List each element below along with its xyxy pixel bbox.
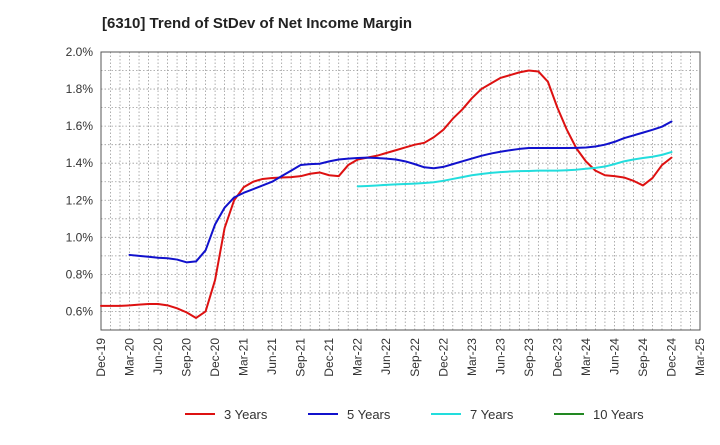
x-tick-label: Jun-21	[265, 338, 279, 375]
grid-lines	[101, 52, 700, 330]
legend-label-10-years: 10 Years	[593, 407, 644, 422]
plot-area	[101, 52, 700, 330]
x-tick-label: Jun-24	[607, 338, 621, 375]
legend-label-3-years: 3 Years	[224, 407, 268, 422]
legend-label-5-years: 5 Years	[347, 407, 391, 422]
y-tick-label: 1.6%	[66, 119, 94, 133]
x-tick-label: Jun-23	[493, 338, 507, 375]
series-lines	[100, 69, 673, 319]
x-tick-label: Mar-21	[237, 338, 251, 376]
y-tick-label: 1.2%	[66, 193, 94, 207]
x-tick-label: Mar-23	[465, 338, 479, 376]
series-line-5-years	[128, 120, 673, 264]
x-tick-label: Dec-22	[436, 338, 450, 377]
x-tick-label: Sep-22	[408, 338, 422, 377]
x-tick-label: Sep-24	[636, 338, 650, 377]
x-tick-label: Mar-25	[693, 338, 707, 376]
x-tick-label: Mar-24	[579, 338, 593, 376]
y-tick-label: 1.0%	[66, 230, 94, 244]
legend: 3 Years 5 Years 7 Years 10 Years	[185, 407, 644, 422]
legend-label-7-years: 7 Years	[470, 407, 514, 422]
x-tick-label: Jun-20	[151, 338, 165, 375]
plot-frame	[100, 51, 701, 331]
x-tick-label: Mar-22	[351, 338, 365, 376]
series-line-7-years	[356, 151, 673, 188]
y-tick-label: 1.8%	[66, 82, 94, 96]
x-tick-label: Jun-22	[379, 338, 393, 375]
x-tick-label: Dec-24	[664, 338, 678, 377]
y-tick-label: 1.4%	[66, 156, 94, 170]
x-tick-label: Sep-20	[180, 338, 194, 377]
x-tick-label: Sep-23	[522, 338, 536, 377]
axes: 0.6% 0.8% 1.0% 1.2% 1.4% 1.6% 1.8% 2.0% Dec-19 Ma…	[66, 45, 707, 377]
x-tick-label: Sep-21	[294, 338, 308, 377]
y-tick-label: 0.8%	[66, 267, 94, 281]
y-tick-label: 0.6%	[66, 304, 94, 318]
x-tick-label: Dec-21	[322, 338, 336, 377]
x-tick-label: Dec-23	[550, 338, 564, 377]
x-tick-label: Dec-19	[94, 338, 108, 377]
chart-title: [6310] Trend of StDev of Net Income Marg…	[102, 15, 413, 32]
x-tick-label: Dec-20	[208, 338, 222, 377]
y-tick-label: 2.0%	[66, 45, 94, 59]
x-tick-label: Mar-20	[123, 338, 137, 376]
